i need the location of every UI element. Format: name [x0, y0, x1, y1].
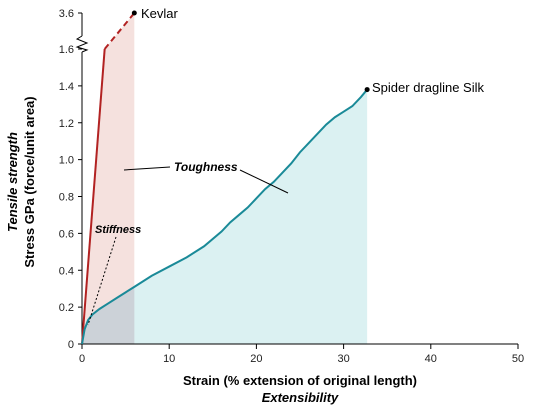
y-tick-label: 0.8	[59, 192, 74, 204]
series-line-0	[81, 48, 106, 345]
y-tick-label: 3.6	[59, 8, 74, 20]
x-ticks: 0 10 20 30 40 50	[79, 344, 524, 365]
series-line-dashed-0	[103, 12, 136, 50]
axis-break-mark	[75, 35, 89, 53]
axes	[75, 13, 518, 345]
annotations: Toughness Stiffness	[87, 160, 289, 326]
stiffness-leader	[87, 236, 117, 326]
silk-label: Spider dragline Silk	[372, 80, 485, 95]
series-line-1	[81, 88, 368, 345]
x-axis-sublabel: Extensibility	[262, 390, 339, 405]
x-tick-label: 30	[337, 353, 349, 365]
x-axis-label: Strain (% extension of original length)	[183, 373, 417, 388]
y-tick-label: 1.0	[59, 155, 74, 167]
y-tick-label: 1.4	[59, 81, 74, 93]
y-ticks: 0 0.2 0.4 0.6 0.8 1.0 1.2 1.4 1.6 3.6	[59, 8, 82, 351]
y-tick-label: 1.6	[59, 44, 74, 56]
y-tick-label: 0.2	[59, 302, 74, 314]
x-tick-label: 50	[512, 353, 524, 365]
toughness-leader-right	[239, 169, 289, 194]
area-fills	[82, 13, 368, 344]
x-tick-label: 40	[425, 353, 437, 365]
x-tick-label: 0	[79, 353, 85, 365]
stiffness-label: Stiffness	[95, 224, 141, 236]
series-end-point-1	[364, 87, 370, 93]
y-axis-label: Stress GPa (force/unit area)	[22, 96, 37, 267]
y-tick-label: 0.4	[59, 265, 74, 277]
x-tick-label: 10	[163, 353, 175, 365]
y-tick-label: 0	[68, 339, 74, 351]
series-end-point-0	[131, 10, 137, 16]
area-fill-0	[82, 13, 135, 344]
y-axis-sublabel: Tensile strength	[5, 132, 20, 232]
y-tick-label: 1.2	[59, 118, 74, 130]
overlap-fill	[82, 286, 135, 344]
kevlar-label: Kevlar	[141, 6, 179, 21]
series-lines	[81, 10, 370, 345]
x-tick-label: 20	[250, 353, 262, 365]
toughness-label: Toughness	[174, 160, 238, 174]
toughness-leader-left	[123, 166, 171, 171]
y-tick-label: 0.6	[59, 228, 74, 240]
area-fill-1	[82, 89, 368, 344]
